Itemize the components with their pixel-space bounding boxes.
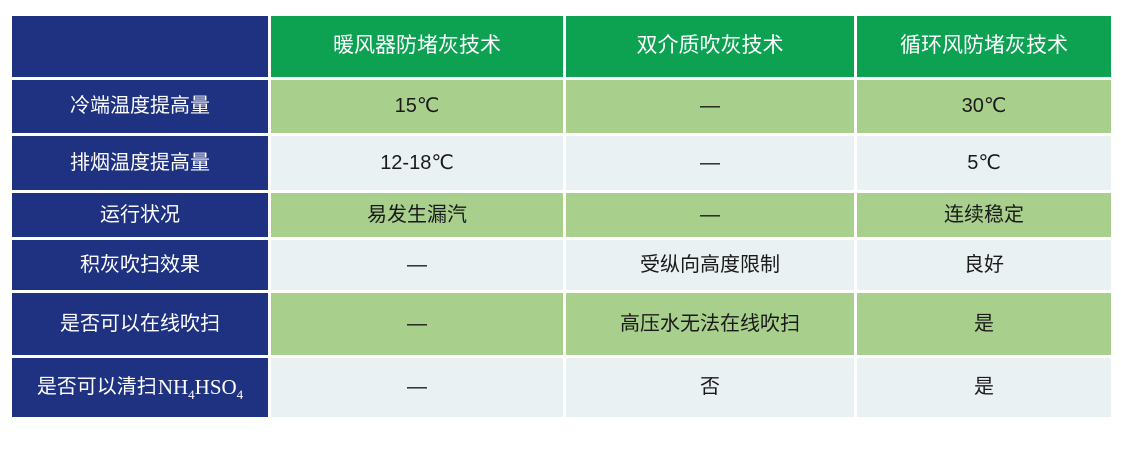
data-cell: 受纵向高度限制: [566, 240, 854, 290]
data-cell: 高压水无法在线吹扫: [566, 293, 854, 355]
data-cell: 15℃: [271, 80, 563, 133]
column-header-dual-medium-sootblowing-tech: 双介质吹灰技术: [566, 16, 854, 77]
row-label-ash-blowing-effect: 积灰吹扫效果: [12, 240, 268, 290]
row-label-online-blowing-capable: 是否可以在线吹扫: [12, 293, 268, 355]
data-cell: 易发生漏汽: [271, 193, 563, 237]
column-header-circulating-air-tech: 循环风防堵灰技术: [857, 16, 1111, 77]
row-label-cold-end-temp-rise: 冷端温度提高量: [12, 80, 268, 133]
data-cell: 5℃: [857, 136, 1111, 190]
row-label-operating-condition: 运行状况: [12, 193, 268, 237]
data-cell: —: [566, 80, 854, 133]
comparison-table: 暖风器防堵灰技术 双介质吹灰技术 循环风防堵灰技术 冷端温度提高量 15℃ — …: [12, 16, 1111, 417]
data-cell: 12-18℃: [271, 136, 563, 190]
table-corner-cell: [12, 16, 268, 77]
row-label-nh4hso4-cleaning-capable: 是否可以清扫 NH4HSO4: [12, 358, 268, 417]
data-cell: —: [271, 358, 563, 417]
data-cell: 是: [857, 358, 1111, 417]
data-cell: —: [271, 293, 563, 355]
data-cell: 30℃: [857, 80, 1111, 133]
data-cell: —: [566, 193, 854, 237]
row-label-text: 是否可以清扫: [36, 376, 157, 398]
data-cell: 否: [566, 358, 854, 417]
row-label-flue-gas-temp-rise: 排烟温度提高量: [12, 136, 268, 190]
data-cell: —: [566, 136, 854, 190]
column-header-air-preheater-tech: 暖风器防堵灰技术: [271, 16, 563, 77]
data-cell: 是: [857, 293, 1111, 355]
chemical-formula-nh4hso4: NH4HSO4: [157, 375, 244, 403]
data-cell: 连续稳定: [857, 193, 1111, 237]
data-cell: 良好: [857, 240, 1111, 290]
data-cell: —: [271, 240, 563, 290]
